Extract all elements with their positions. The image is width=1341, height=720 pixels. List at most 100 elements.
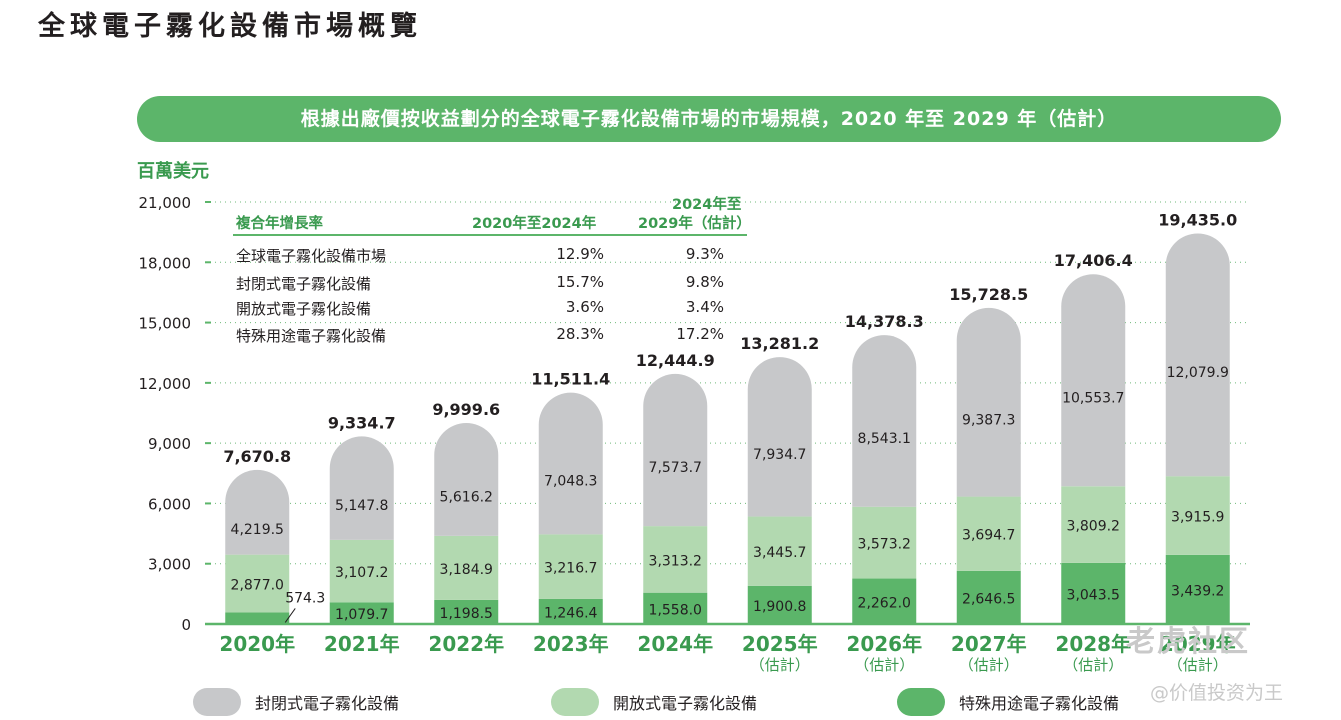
bar-segment-closed	[434, 423, 499, 536]
data-label-open: 3,809.2	[1067, 519, 1120, 535]
cagr-row-c2: 9.8%	[685, 273, 724, 291]
x-tick-note: （估計）	[1063, 656, 1123, 674]
x-tick-note: （估計）	[1168, 656, 1228, 674]
bar-segment-special	[225, 612, 290, 624]
bar-segment-special	[956, 570, 1021, 624]
data-label-closed: 12,079.9	[1167, 365, 1229, 381]
cagr-row-c1: 15.7%	[556, 273, 604, 291]
data-label-special: 1,198.5	[440, 606, 493, 622]
cagr-col2-header-line1: 2024年至	[672, 197, 742, 213]
bar-segment-special	[1061, 562, 1126, 624]
data-label-closed: 10,553.7	[1062, 390, 1124, 406]
bar-segment-closed	[956, 307, 1021, 497]
y-tick-label: 12,000	[139, 375, 192, 393]
legend-item-special: 特殊用途電子霧化設備	[897, 686, 1119, 718]
data-label-special: 1,079.7	[335, 607, 388, 623]
bar-segment-closed	[1061, 274, 1126, 487]
x-tick-note: （估計）	[854, 656, 914, 674]
x-tick-note: （估計）	[750, 656, 810, 674]
data-label-special: 1,246.4	[544, 605, 598, 621]
x-tick-label: 2028年	[1055, 632, 1131, 656]
x-tick-label: 2023年	[533, 632, 609, 656]
data-label-special: 1,900.8	[753, 599, 806, 615]
bar-segment-open	[956, 496, 1021, 571]
data-label-closed: 9,387.3	[962, 412, 1015, 428]
bar-segment-closed	[329, 436, 394, 540]
x-tick-label: 2020年	[219, 632, 295, 656]
data-label-closed: 4,219.5	[231, 522, 284, 538]
x-tick-label: 2026年	[846, 632, 922, 656]
legend-label: 特殊用途電子霧化設備	[959, 694, 1120, 713]
data-label-open: 3,184.9	[440, 562, 493, 578]
bar-segment-special	[329, 602, 394, 624]
cagr-col2-header-line2: 2029年（估計）	[638, 216, 751, 232]
data-label-open: 3,573.2	[858, 537, 911, 553]
cagr-row-c1: 12.9%	[556, 245, 604, 263]
data-label-open: 3,107.2	[335, 565, 388, 581]
x-tick-label: 2022年	[428, 632, 504, 656]
total-label: 9,334.7	[328, 413, 396, 432]
bar-segment-open	[538, 534, 603, 599]
bar-segment-closed	[852, 335, 917, 507]
data-label-special: 2,646.5	[962, 591, 1015, 607]
x-tick-label: 2025年	[742, 632, 818, 656]
y-tick-label: 6,000	[148, 495, 191, 513]
bar-segment-closed	[1165, 233, 1230, 477]
legend-label: 開放式電子霧化設備	[613, 694, 758, 713]
data-label-special: 2,262.0	[858, 595, 911, 611]
total-label: 13,281.2	[740, 334, 819, 353]
y-tick-label: 0	[181, 616, 191, 634]
bar-segment-open	[434, 535, 499, 600]
watermark-logo-text: 老虎社区	[1126, 624, 1251, 658]
data-label-open: 3,313.2	[649, 553, 702, 569]
bar-segment-open	[643, 526, 708, 593]
bar-segment-special	[434, 599, 499, 624]
data-label-closed: 7,934.7	[753, 447, 806, 463]
total-label: 12,444.9	[636, 351, 715, 370]
cagr-row-c2: 17.2%	[676, 325, 724, 343]
x-tick-label: 2021年	[324, 632, 400, 656]
total-label: 14,378.3	[845, 312, 924, 331]
legend-swatch-open	[551, 688, 599, 716]
x-tick-label: 2029年	[1160, 632, 1236, 656]
y-tick-label: 18,000	[139, 254, 192, 272]
y-unit-label: 百萬美元	[137, 160, 209, 182]
cagr-row-c2: 3.4%	[685, 298, 724, 316]
y-tick-label: 15,000	[139, 315, 192, 333]
bar-segment-closed	[747, 357, 812, 517]
total-label: 7,670.8	[223, 447, 291, 466]
bar-segment-open	[1061, 486, 1126, 563]
data-label-special: 3,439.2	[1171, 583, 1224, 599]
page-title: 全球電子霧化設備市場概覽	[38, 11, 422, 42]
total-label: 9,999.6	[432, 400, 500, 419]
total-label: 19,435.0	[1158, 210, 1237, 229]
bar-segment-closed	[225, 469, 290, 555]
legend-swatch-closed	[193, 688, 241, 716]
bar-segment-open	[329, 539, 394, 603]
data-label-closed: 5,616.2	[440, 489, 493, 505]
legend-label: 封閉式電子霧化設備	[255, 694, 400, 713]
data-label-special: 3,043.5	[1067, 587, 1120, 603]
data-label-closed: 8,543.1	[858, 431, 911, 447]
data-label-closed: 7,048.3	[544, 473, 597, 489]
cagr-header-label: 複合年增長率	[236, 216, 323, 232]
cagr-row-label: 開放式電子霧化設備	[236, 300, 372, 318]
data-label-special: 574.3	[285, 590, 325, 606]
data-label-open: 3,915.9	[1171, 510, 1224, 526]
cagr-row-c1: 28.3%	[556, 325, 604, 343]
data-label-special: 1,558.0	[649, 602, 702, 618]
bar-segment-special	[1165, 554, 1230, 624]
legend-item-open: 開放式電子霧化設備	[551, 686, 757, 718]
cagr-row-c2: 9.3%	[685, 245, 724, 263]
bar-segment-closed	[538, 392, 603, 535]
bar-segment-open	[1165, 476, 1230, 555]
total-label: 11,511.4	[531, 370, 610, 389]
total-label: 15,728.5	[949, 285, 1028, 304]
bar-segment-closed	[643, 373, 708, 527]
bar-segment-special	[643, 592, 708, 624]
legend-swatch-special	[897, 688, 945, 716]
bar-segment-special	[538, 598, 603, 624]
cagr-row-label: 全球電子霧化設備市場	[236, 247, 387, 265]
x-tick-label: 2027年	[951, 632, 1027, 656]
